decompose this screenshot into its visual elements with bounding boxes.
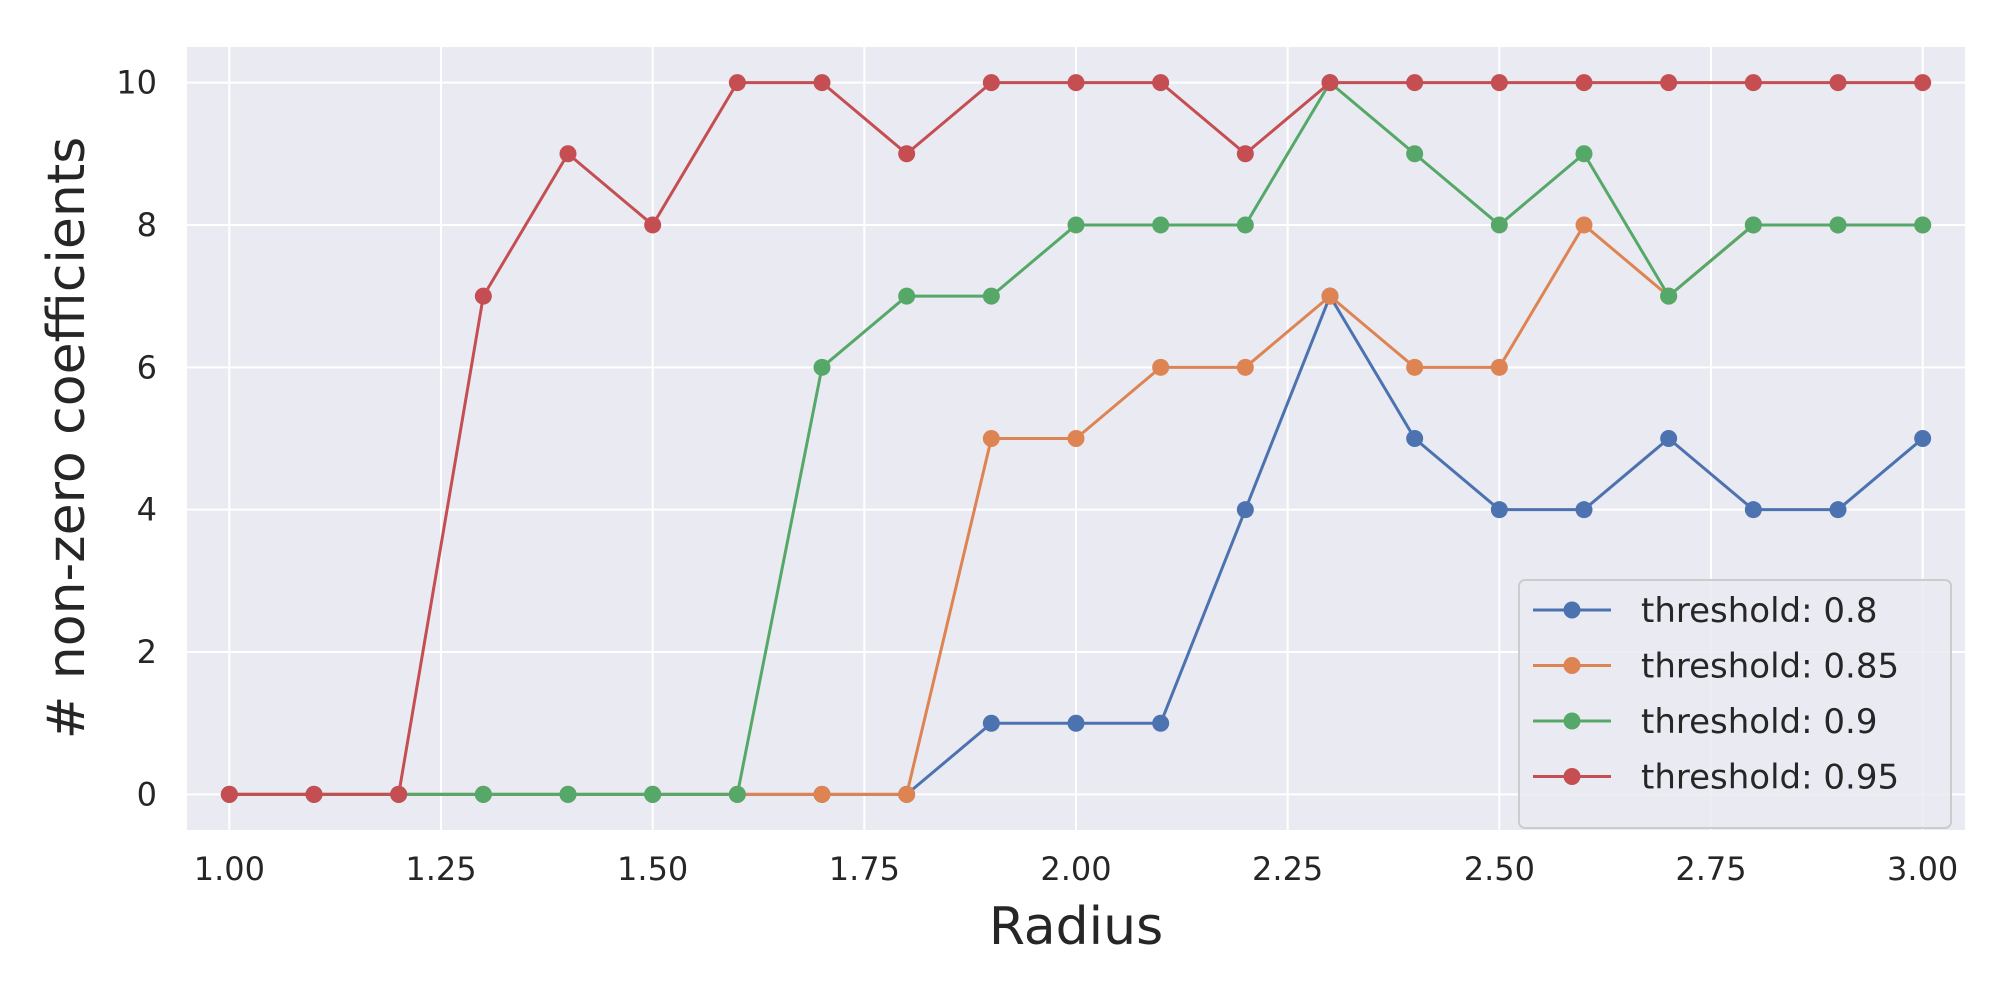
- data-point: [1914, 216, 1932, 234]
- legend-marker: [1563, 601, 1581, 619]
- data-point: [1236, 358, 1254, 376]
- data-point: [1490, 501, 1508, 519]
- data-point: [1575, 74, 1593, 92]
- data-point: [474, 287, 492, 305]
- data-point: [982, 287, 1000, 305]
- data-point: [474, 785, 492, 803]
- data-point: [1152, 358, 1170, 376]
- legend-label: threshold: 0.9: [1641, 702, 1877, 742]
- legend: threshold: 0.8 threshold: 0.85 threshold: …: [1518, 579, 1952, 829]
- legend-item: threshold: 0.8: [1533, 591, 1877, 631]
- tick-labels: 1.00 1.25 1.50 1.75 2.00 2.25 2.50 2.75 3.00 0 2 4 6…: [116, 64, 1958, 888]
- data-point: [1660, 287, 1678, 305]
- data-point: [728, 74, 746, 92]
- legend-item: threshold: 0.95: [1533, 758, 1899, 798]
- x-tick-label: 1.00: [194, 850, 265, 888]
- data-point: [1829, 501, 1847, 519]
- legend-marker: [1563, 657, 1581, 674]
- data-point: [1321, 74, 1339, 92]
- data-point: [1660, 74, 1678, 92]
- data-point: [390, 785, 408, 803]
- data-point: [1406, 430, 1424, 447]
- y-tick-label: 2: [137, 633, 157, 671]
- data-point: [1406, 358, 1424, 376]
- y-axis-label: # non-zero coefficients: [37, 137, 97, 740]
- y-tick-label: 6: [137, 348, 157, 386]
- data-point: [1575, 216, 1593, 234]
- data-point: [220, 785, 238, 803]
- data-point: [1067, 216, 1085, 234]
- data-point: [559, 145, 577, 163]
- data-point: [728, 785, 746, 803]
- data-point: [1406, 74, 1424, 92]
- data-point: [813, 74, 831, 92]
- legend-label: threshold: 0.85: [1641, 647, 1899, 687]
- legend-label: threshold: 0.8: [1641, 591, 1877, 631]
- data-point: [982, 74, 1000, 92]
- data-point: [1575, 145, 1593, 163]
- x-tick-label: 3.00: [1887, 850, 1958, 888]
- legend-label: threshold: 0.95: [1641, 758, 1899, 798]
- data-point: [813, 785, 831, 803]
- data-point: [982, 714, 1000, 732]
- data-point: [1660, 430, 1678, 447]
- y-tick-label: 8: [137, 206, 157, 244]
- data-point: [1490, 358, 1508, 376]
- data-point: [1152, 74, 1170, 92]
- x-tick-label: 2.00: [1040, 850, 1111, 888]
- data-point: [898, 145, 916, 163]
- data-point: [1490, 74, 1508, 92]
- legend-item: threshold: 0.85: [1533, 647, 1899, 687]
- legend-box: [1518, 579, 1952, 829]
- y-tick-label: 0: [137, 775, 157, 813]
- x-tick-label: 2.75: [1675, 850, 1746, 888]
- data-point: [898, 785, 916, 803]
- data-point: [1744, 216, 1762, 234]
- data-point: [1406, 145, 1424, 163]
- data-point: [1067, 714, 1085, 732]
- data-point: [1914, 74, 1932, 92]
- x-tick-label: 2.50: [1464, 850, 1535, 888]
- data-point: [1236, 501, 1254, 519]
- data-point: [1321, 287, 1339, 305]
- data-point: [1829, 74, 1847, 92]
- data-point: [644, 216, 662, 234]
- data-point: [1914, 430, 1932, 447]
- data-point: [1067, 74, 1085, 92]
- data-point: [644, 785, 662, 803]
- legend-marker: [1563, 712, 1581, 730]
- x-tick-label: 1.25: [405, 850, 476, 888]
- data-point: [1067, 430, 1085, 447]
- series-layer: [220, 74, 1932, 803]
- series-3: [220, 74, 1932, 803]
- data-point: [1575, 501, 1593, 519]
- data-point: [813, 358, 831, 376]
- data-point: [559, 785, 577, 803]
- data-point: [1152, 714, 1170, 732]
- x-tick-label: 1.50: [617, 850, 688, 888]
- data-point: [982, 430, 1000, 447]
- data-point: [1236, 145, 1254, 163]
- y-tick-label: 10: [116, 64, 157, 102]
- legend-item: threshold: 0.9: [1533, 702, 1877, 742]
- data-point: [898, 287, 916, 305]
- data-point: [1490, 216, 1508, 234]
- data-point: [305, 785, 323, 803]
- data-point: [1152, 216, 1170, 234]
- x-tick-label: 1.75: [829, 850, 900, 888]
- data-point: [1829, 216, 1847, 234]
- y-tick-label: 4: [137, 491, 157, 529]
- x-tick-label: 2.25: [1252, 850, 1323, 888]
- x-axis-label: Radius: [989, 897, 1163, 957]
- data-point: [1744, 501, 1762, 519]
- data-point: [1744, 74, 1762, 92]
- data-point: [1236, 216, 1254, 234]
- legend-marker: [1563, 768, 1581, 785]
